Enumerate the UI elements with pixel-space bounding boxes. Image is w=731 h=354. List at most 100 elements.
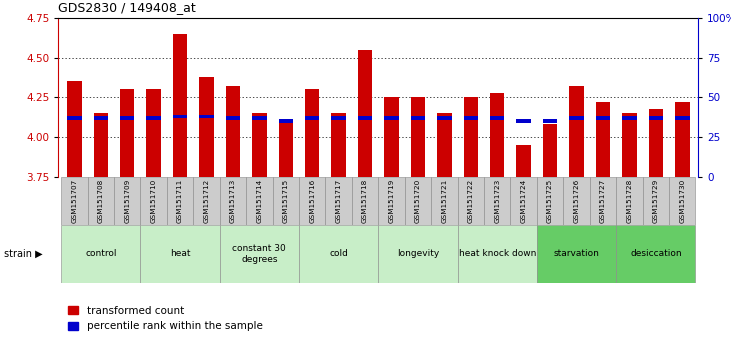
Bar xyxy=(114,177,140,225)
Bar xyxy=(140,177,167,225)
Bar xyxy=(616,177,643,225)
Bar xyxy=(643,177,669,225)
Bar xyxy=(616,225,695,283)
Bar xyxy=(405,177,431,225)
Bar xyxy=(564,177,590,225)
Bar xyxy=(385,97,399,177)
Bar xyxy=(120,89,135,177)
Bar xyxy=(67,116,82,120)
Text: GSM151710: GSM151710 xyxy=(151,179,156,223)
Bar xyxy=(385,116,399,120)
Bar xyxy=(431,177,458,225)
Text: GSM151713: GSM151713 xyxy=(230,179,236,223)
Bar xyxy=(675,116,689,120)
Bar xyxy=(146,89,161,177)
Text: GSM151715: GSM151715 xyxy=(283,179,289,223)
Bar xyxy=(252,116,267,120)
Bar xyxy=(279,120,293,123)
Bar xyxy=(411,97,425,177)
Bar xyxy=(516,145,531,177)
Bar xyxy=(437,116,452,120)
Text: GSM151725: GSM151725 xyxy=(547,179,553,223)
Bar xyxy=(146,116,161,120)
Bar xyxy=(252,113,267,177)
Text: strain ▶: strain ▶ xyxy=(4,249,42,259)
Bar xyxy=(463,97,478,177)
Bar xyxy=(490,92,504,177)
Legend: transformed count, percentile rank within the sample: transformed count, percentile rank withi… xyxy=(64,302,267,335)
Bar xyxy=(193,177,220,225)
Bar xyxy=(200,115,213,118)
Bar xyxy=(61,177,88,225)
Bar xyxy=(669,177,695,225)
Bar xyxy=(299,177,325,225)
Bar xyxy=(510,177,537,225)
Bar xyxy=(490,116,504,120)
Text: GSM151718: GSM151718 xyxy=(362,179,368,223)
Bar xyxy=(569,86,584,177)
Bar xyxy=(463,116,478,120)
Bar xyxy=(94,116,108,120)
Bar xyxy=(305,89,319,177)
Bar xyxy=(299,225,378,283)
Text: heat knock down: heat knock down xyxy=(458,250,536,258)
Text: GSM151721: GSM151721 xyxy=(442,179,447,223)
Text: GSM151714: GSM151714 xyxy=(257,179,262,223)
Bar xyxy=(543,120,557,123)
Text: desiccation: desiccation xyxy=(630,250,681,258)
Text: GSM151722: GSM151722 xyxy=(468,179,474,223)
Text: GSM151717: GSM151717 xyxy=(336,179,341,223)
Bar xyxy=(273,177,299,225)
Text: GSM151726: GSM151726 xyxy=(574,179,580,223)
Bar xyxy=(458,177,484,225)
Bar xyxy=(331,113,346,177)
Bar xyxy=(173,115,187,118)
Bar xyxy=(352,177,378,225)
Text: GSM151719: GSM151719 xyxy=(388,179,395,223)
Bar xyxy=(246,177,273,225)
Text: GSM151727: GSM151727 xyxy=(600,179,606,223)
Bar xyxy=(200,77,213,177)
Text: GSM151712: GSM151712 xyxy=(203,179,210,223)
Bar xyxy=(61,225,140,283)
Bar xyxy=(537,177,564,225)
Bar xyxy=(357,116,372,120)
Bar xyxy=(590,177,616,225)
Bar xyxy=(537,225,616,283)
Bar xyxy=(140,225,220,283)
Bar xyxy=(88,177,114,225)
Bar xyxy=(596,102,610,177)
Text: constant 30
degrees: constant 30 degrees xyxy=(232,244,287,264)
Bar xyxy=(648,109,663,177)
Bar xyxy=(622,116,637,120)
Bar xyxy=(675,102,689,177)
Text: GSM151723: GSM151723 xyxy=(494,179,500,223)
Bar xyxy=(325,177,352,225)
Text: GSM151728: GSM151728 xyxy=(626,179,632,223)
Text: heat: heat xyxy=(170,250,190,258)
Text: control: control xyxy=(85,250,116,258)
Bar xyxy=(120,116,135,120)
Bar xyxy=(569,116,584,120)
Bar xyxy=(411,116,425,120)
Text: starvation: starvation xyxy=(553,250,599,258)
Bar xyxy=(543,124,557,177)
Bar xyxy=(94,113,108,177)
Bar xyxy=(596,116,610,120)
Bar xyxy=(220,177,246,225)
Text: GDS2830 / 149408_at: GDS2830 / 149408_at xyxy=(58,1,196,14)
Bar xyxy=(331,116,346,120)
Bar xyxy=(220,225,299,283)
Text: GSM151730: GSM151730 xyxy=(679,179,685,223)
Text: GSM151709: GSM151709 xyxy=(124,179,130,223)
Bar xyxy=(305,116,319,120)
Text: GSM151707: GSM151707 xyxy=(72,179,77,223)
Bar xyxy=(279,121,293,177)
Bar xyxy=(648,116,663,120)
Text: GSM151729: GSM151729 xyxy=(653,179,659,223)
Bar xyxy=(379,225,458,283)
Bar xyxy=(437,113,452,177)
Text: GSM151716: GSM151716 xyxy=(309,179,315,223)
Text: cold: cold xyxy=(329,250,348,258)
Bar xyxy=(484,177,510,225)
